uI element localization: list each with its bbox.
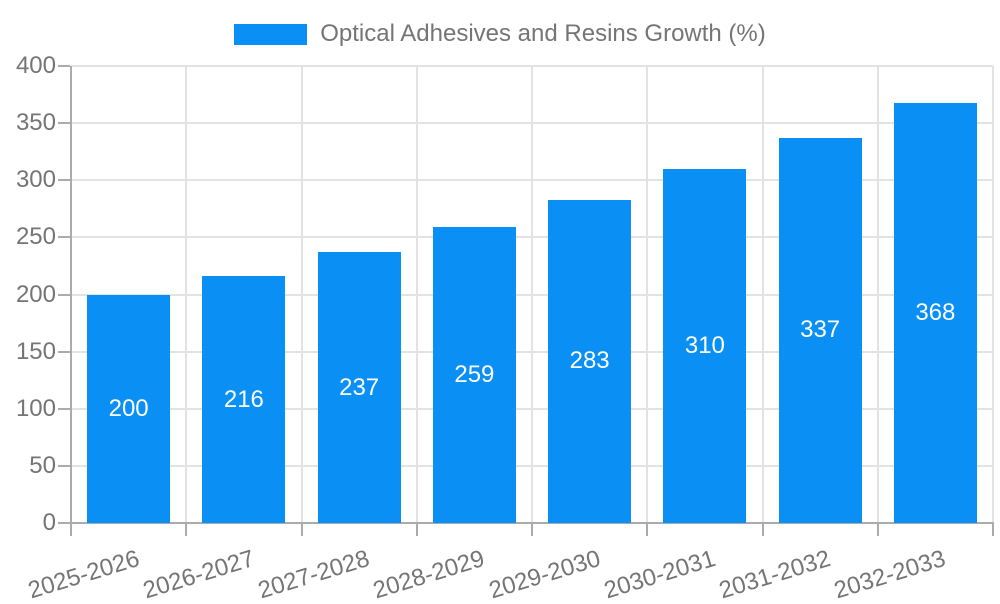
y-axis-tick-label: 350 — [0, 111, 56, 135]
y-axis-line — [70, 66, 72, 525]
bar-2030-2031: 310 — [663, 168, 747, 523]
bar-value-label: 259 — [454, 361, 495, 389]
y-axis-tick-label-text: 400 — [15, 52, 56, 79]
x-axis-tick-label-text: 2031-2032 — [716, 545, 834, 604]
x-axis-tick-label: 2032-2033 — [831, 545, 949, 604]
x-axis-tick-label: 2029-2030 — [485, 545, 604, 604]
x-axis-tick-label-text: 2032-2033 — [831, 545, 949, 604]
y-axis-tick — [58, 522, 70, 524]
x-axis-tick — [300, 523, 303, 536]
bar-value-label: 237 — [339, 373, 380, 401]
y-axis-tick-label: 200 — [0, 280, 56, 308]
x-axis-tick — [185, 523, 188, 536]
x-axis-tick-label-text: 2027-2028 — [255, 545, 373, 604]
y-axis-tick-label: 250 — [0, 225, 56, 249]
x-axis-tick-label-text: 2026-2027 — [139, 545, 258, 604]
x-axis-tick-label: 2031-2032 — [716, 545, 834, 604]
y-axis-tick-label-text: 300 — [15, 166, 56, 194]
gridline-vertical — [415, 66, 418, 523]
bar-2032-2033: 368 — [893, 102, 977, 523]
y-axis-tick-label: 50 — [0, 451, 56, 479]
bar-2029-2030: 283 — [548, 199, 632, 523]
x-axis-tick-label-text: 2030-2031 — [600, 545, 719, 604]
x-axis-tick — [646, 523, 649, 536]
bar-2025-2026: 200 — [87, 294, 171, 523]
x-axis-tick-label: 2027-2028 — [255, 545, 373, 604]
y-axis-tick-label-text: 250 — [15, 223, 56, 251]
y-axis-tick — [58, 65, 70, 67]
x-axis-tick-label-text: 2025-2026 — [24, 545, 143, 604]
bar-2027-2028: 237 — [317, 252, 401, 523]
legend-swatch — [234, 23, 308, 45]
gridline-vertical — [300, 66, 303, 523]
chart-legend: Optical Adhesives and Resins Growth (%) — [0, 20, 1000, 48]
x-axis-tick-label-text: 2028-2029 — [370, 545, 488, 604]
y-axis-tick-label-text: 100 — [15, 394, 56, 422]
legend-label: Optical Adhesives and Resins Growth (%) — [320, 20, 766, 47]
bar-value-label: 216 — [223, 385, 264, 413]
y-axis-tick-label-text: 0 — [42, 509, 56, 536]
gridline-vertical — [185, 66, 188, 523]
y-axis-tick-label-text: 200 — [15, 280, 56, 308]
y-axis-tick-label-text: 150 — [15, 337, 56, 365]
bar-2031-2032: 337 — [778, 137, 862, 523]
bar-value-label: 368 — [915, 298, 956, 326]
gridline-vertical — [876, 66, 879, 523]
y-axis-tick — [58, 122, 70, 125]
y-axis-tick-label: 0 — [0, 511, 56, 535]
y-axis-tick — [58, 464, 70, 467]
x-axis-tick-label: 2026-2027 — [139, 545, 258, 604]
y-axis-tick-label-text: 50 — [29, 451, 56, 479]
gridline-vertical — [992, 66, 994, 523]
y-axis-tick-label: 150 — [0, 337, 56, 365]
x-axis-tick — [415, 523, 418, 536]
y-axis-tick — [58, 179, 70, 182]
bar-value-label: 200 — [108, 394, 149, 422]
y-axis-tick-label-text: 350 — [15, 109, 56, 137]
x-axis-tick — [992, 523, 994, 536]
bar-value-label: 337 — [800, 316, 841, 344]
x-axis-tick — [876, 523, 879, 536]
bar-value-label: 310 — [684, 331, 725, 359]
gridline-vertical — [531, 66, 533, 523]
y-axis-tick-label: 300 — [0, 168, 56, 192]
y-axis-tick-label: 100 — [0, 394, 56, 422]
x-axis-tick-label-text: 2029-2030 — [485, 545, 604, 604]
gridline-vertical — [761, 66, 764, 523]
x-axis-tick — [70, 523, 72, 536]
bar-2026-2027: 216 — [202, 276, 286, 523]
y-axis-tick — [58, 236, 70, 239]
x-axis-tick-label: 2030-2031 — [600, 545, 719, 604]
x-axis-tick — [531, 523, 533, 536]
y-axis-tick — [58, 407, 70, 410]
bar-value-label: 283 — [569, 347, 610, 375]
x-axis-tick-label: 2025-2026 — [24, 545, 143, 604]
x-axis-tick — [761, 523, 764, 536]
y-axis-tick — [58, 293, 70, 296]
bar-2028-2029: 259 — [432, 227, 516, 523]
x-axis-tick-label: 2028-2029 — [370, 545, 488, 604]
y-axis-tick-label: 400 — [0, 54, 56, 78]
y-axis-tick — [58, 350, 70, 353]
gridline-vertical — [646, 66, 649, 523]
